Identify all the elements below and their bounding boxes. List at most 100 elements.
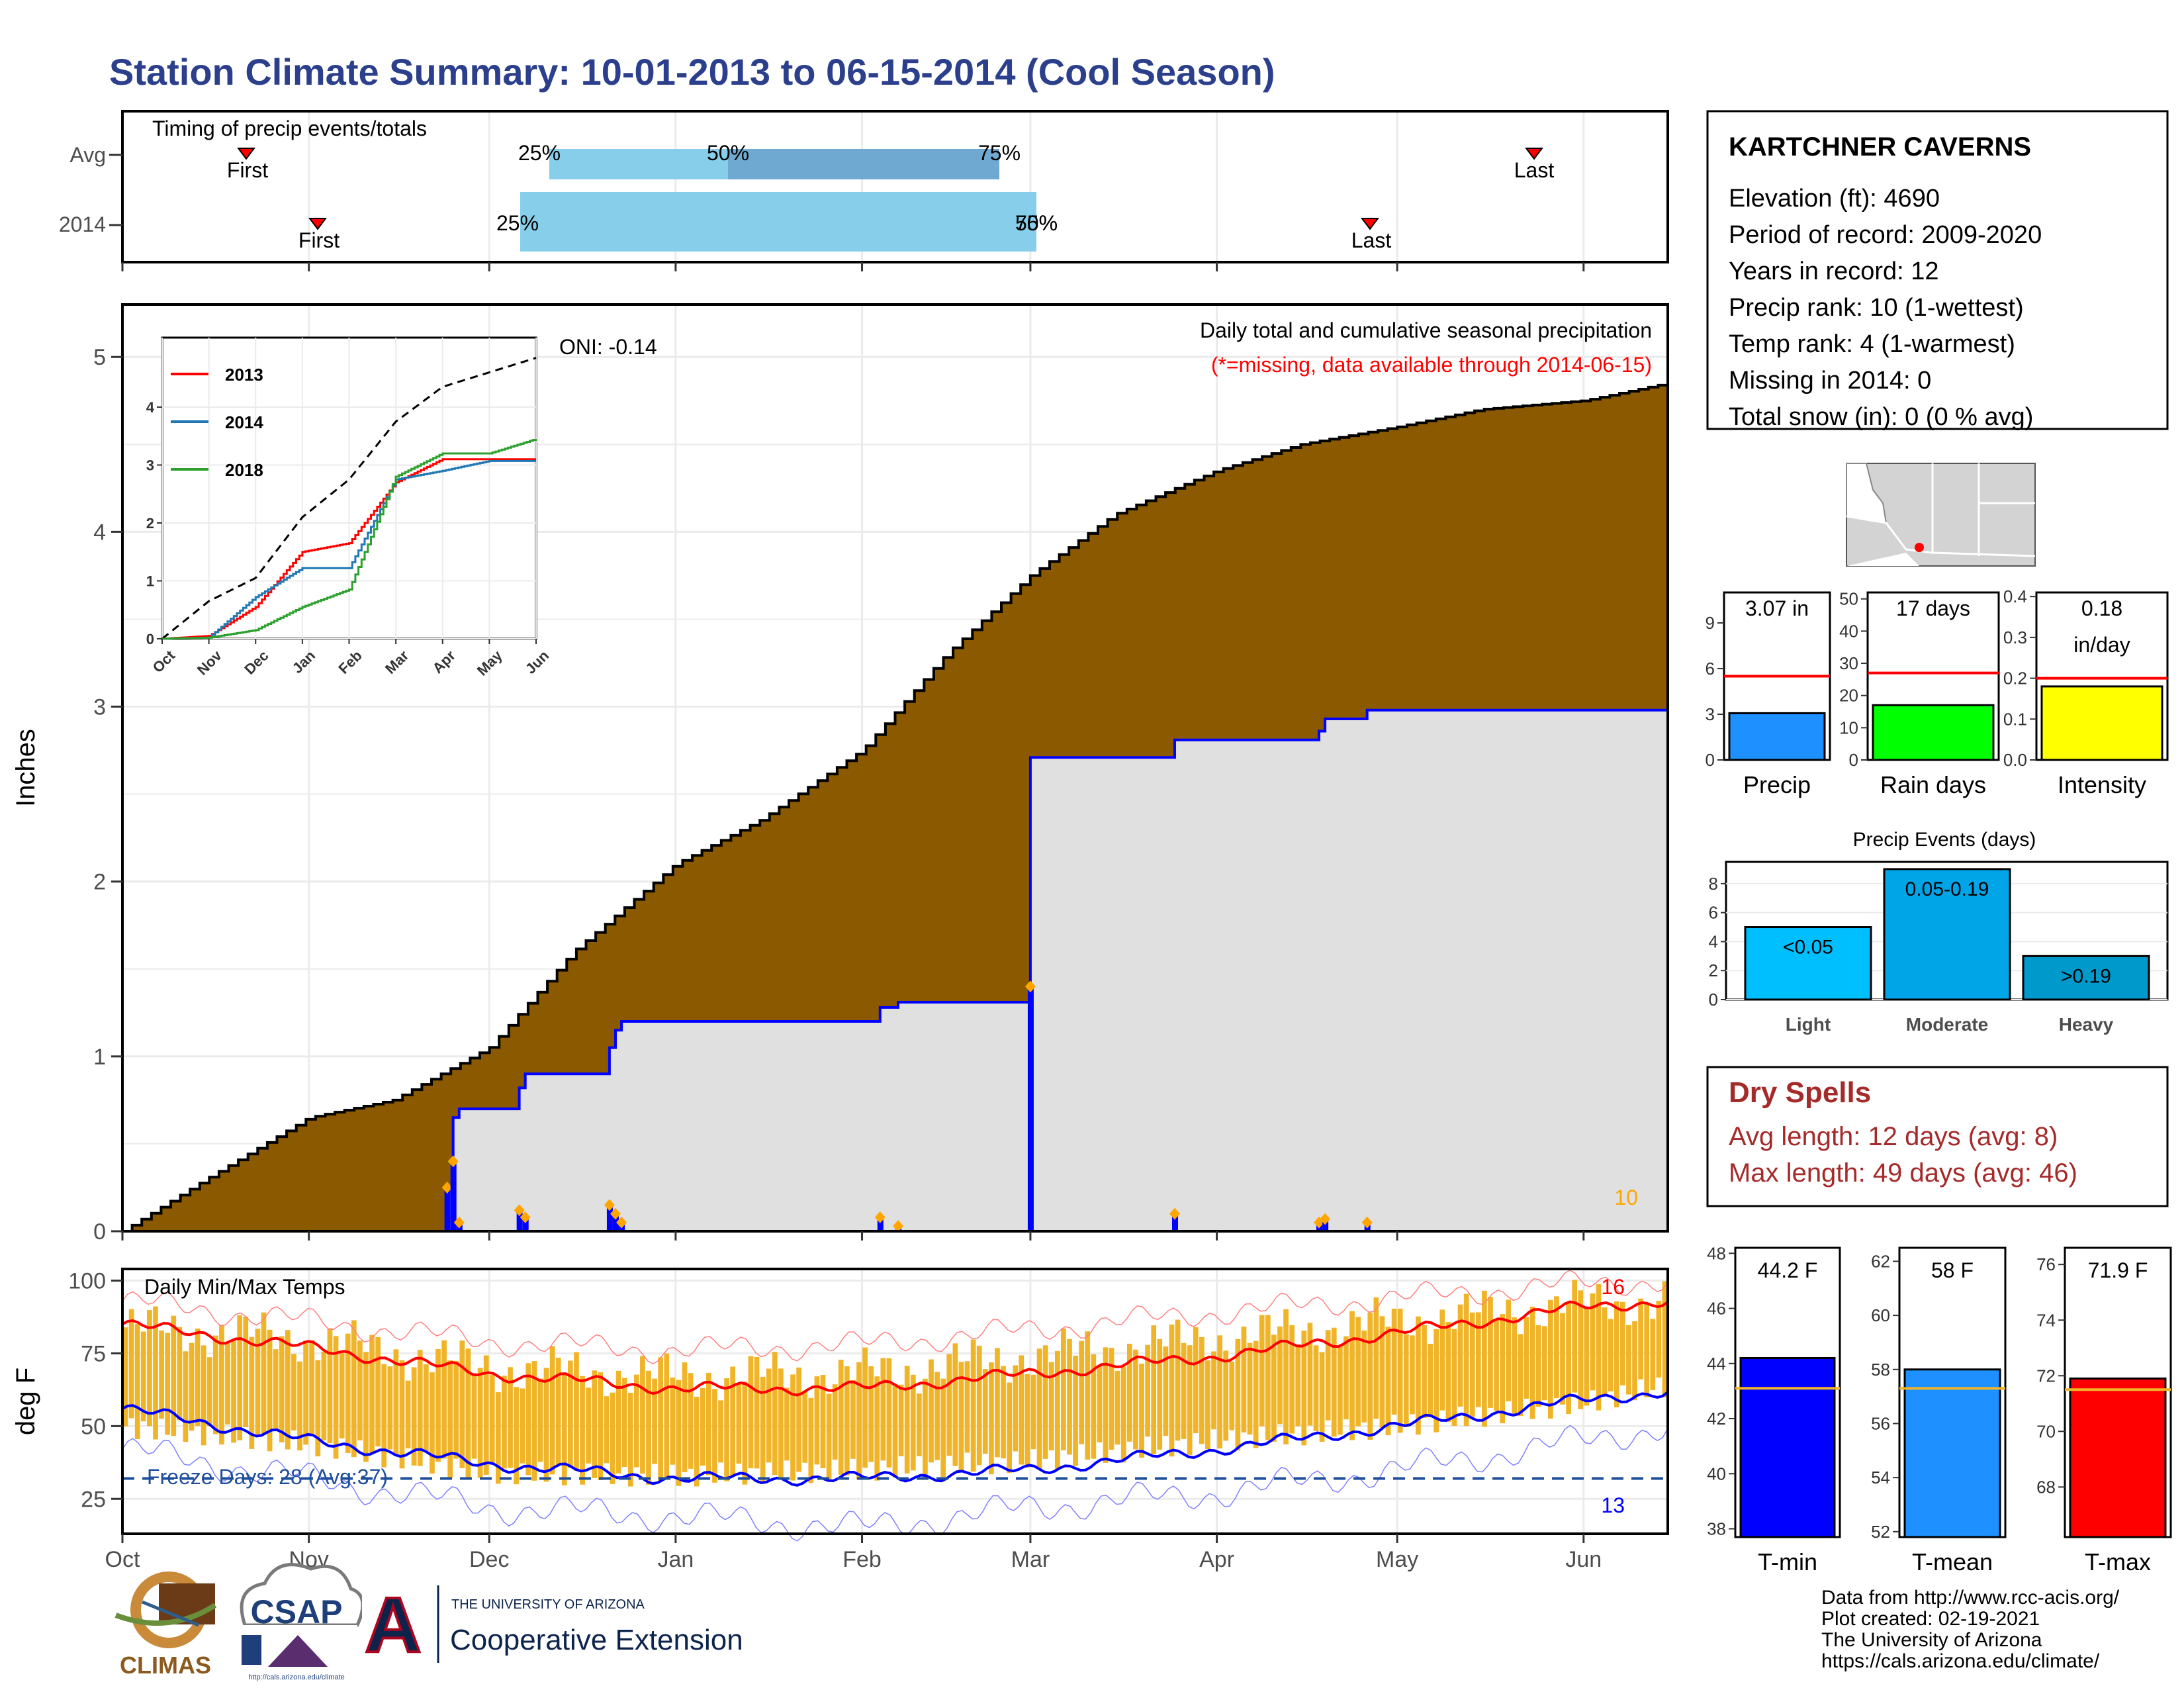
station-snow: Total snow (in): 0 (0 % avg) (1729, 403, 2033, 431)
daily-temp-bar (502, 1376, 507, 1469)
daily-temp-bar (291, 1354, 296, 1431)
daily-precip-bar (1322, 1219, 1329, 1231)
daily-temp-bar (1253, 1340, 1259, 1448)
daily-temp-bar (748, 1356, 754, 1469)
daily-temp-bar (1662, 1281, 1668, 1397)
precip-ylabel: Inches (11, 729, 40, 807)
daily-temp-bar (790, 1374, 796, 1481)
mini-bar-value: 0.18 (2081, 596, 2122, 620)
source-line-2: Plot created: 02-19-2021 (1821, 1608, 2040, 1630)
daily-temp-bar (736, 1383, 742, 1464)
daily-temp-bar (315, 1360, 321, 1457)
daily-precip-marker (441, 1181, 453, 1194)
daily-temp-bar (658, 1357, 664, 1481)
daily-temp-bar (814, 1376, 820, 1465)
event-bar-label: >0.19 (2061, 965, 2111, 987)
daily-temp-bar (1187, 1345, 1193, 1455)
daily-temp-bar (1590, 1293, 1596, 1391)
daily-temp-bar (904, 1366, 910, 1474)
daily-temp-bar (237, 1315, 243, 1440)
daily-temp-bar (604, 1396, 610, 1464)
daily-temp-bar (766, 1368, 772, 1463)
timing-panel-label: Timing of precip events/totals (152, 117, 427, 140)
precip-ytick-label: 2 (93, 870, 106, 895)
daily-temp-bar (1457, 1304, 1463, 1407)
daily-temp-bar (1626, 1325, 1631, 1395)
source-line-3: The University of Arizona (1821, 1629, 2042, 1651)
mini-bar-ytick-label: 20 (1839, 686, 1858, 706)
daily-temp-bar (531, 1361, 537, 1481)
daily-temp-bar (495, 1392, 501, 1484)
daily-temp-bar (705, 1372, 711, 1476)
daily-temp-bar (1397, 1308, 1403, 1433)
temp-bar-ytick-label: 44 (1707, 1354, 1726, 1374)
daily-temp-bar (1295, 1344, 1301, 1427)
daily-temp-bar (537, 1378, 543, 1462)
daily-temp-bar (898, 1384, 904, 1456)
daily-temp-bar (1289, 1325, 1295, 1434)
precip-ytick-label: 1 (93, 1045, 106, 1070)
daily-temp-bar (351, 1320, 357, 1458)
mini-bar-ytick-label: 0 (1706, 750, 1715, 770)
daily-temp-bar (778, 1368, 784, 1479)
daily-temp-bar (249, 1336, 255, 1449)
legend-2018: 2018 (225, 460, 263, 480)
station-period: Period of record: 2009-2020 (1729, 221, 2042, 249)
daily-temp-bar (1482, 1290, 1487, 1427)
daily-temp-bar (483, 1355, 489, 1475)
pct75-avg: 75% (978, 141, 1021, 165)
event-bar-moderate (1883, 868, 2011, 1001)
daily-temp-bar (1379, 1316, 1385, 1428)
daily-temp-bar (1283, 1309, 1289, 1445)
mini-bar-ytick-label: 0.3 (2003, 628, 2027, 647)
temp-bar-t-mean (1903, 1368, 2001, 1538)
station-years: Years in record: 12 (1729, 258, 1939, 285)
station-precip-rank: Precip rank: 10 (1-wettest) (1729, 294, 2024, 322)
daily-temp-bar (1193, 1327, 1199, 1434)
daily-temp-bar (1584, 1307, 1590, 1406)
temp-panel-frame (121, 1268, 1669, 1535)
daily-temp-bar (1488, 1297, 1493, 1408)
university-of-arizona-logo: A THE UNIVERSITY OF ARIZONA Cooperative … (362, 1580, 743, 1670)
timing-pct-bar-avg-right (728, 149, 999, 179)
daily-temp-bar (471, 1373, 477, 1459)
daily-temp-bar (1500, 1314, 1506, 1424)
daily-temp-bar (670, 1377, 676, 1465)
temp-line-avg-max (122, 1300, 1669, 1397)
oni-label: ONI: -0.14 (559, 335, 657, 359)
daily-temp-bar (441, 1340, 447, 1459)
daily-temp-bar (1013, 1365, 1019, 1452)
station-missing: Missing in 2014: 0 (1729, 367, 1931, 395)
daily-temp-bar (995, 1348, 1000, 1458)
daily-temp-bar (171, 1315, 177, 1436)
daily-temp-bar (976, 1345, 982, 1466)
daily-temp-bar (652, 1378, 657, 1464)
daily-temp-bar (147, 1310, 152, 1427)
daily-temp-bar (159, 1330, 164, 1419)
daily-temp-bar (886, 1358, 892, 1468)
daily-temp-bar (1079, 1340, 1085, 1444)
daily-temp-bar (868, 1366, 874, 1462)
page-title: Station Climate Summary: 10-01-2013 to 0… (109, 51, 1275, 93)
daily-temp-bar (1554, 1296, 1559, 1399)
daily-temp-bar (1271, 1335, 1277, 1442)
daily-temp-bar (225, 1342, 230, 1425)
daily-temp-bar (261, 1312, 267, 1434)
daily-precip-marker (610, 1207, 621, 1220)
daily-temp-bar (1566, 1302, 1571, 1415)
daily-temp-bar (1644, 1304, 1650, 1397)
daily-precip-marker (604, 1199, 615, 1211)
inset-legend: 2013 2014 2018 (171, 365, 263, 480)
daily-temp-bar (862, 1347, 868, 1468)
dry-spells-avg: Avg length: 12 days (avg: 8) (1729, 1122, 2058, 1151)
daily-temp-bar (453, 1360, 459, 1459)
daily-temp-bar (1151, 1325, 1157, 1454)
events-title: Precip Events (days) (1853, 829, 2036, 851)
inset-ytick-label: 1 (146, 573, 154, 590)
precip-panel: 0 1 2 3 4 5 Inches ONI: -0.14 Daily total and… (11, 303, 1669, 1244)
temp-bar-ytick-label: 72 (2036, 1366, 2056, 1385)
daily-temp-bar (1145, 1344, 1150, 1437)
temp-bar-ytick-label: 40 (1707, 1464, 1726, 1483)
daily-temp-bar (1259, 1315, 1265, 1427)
precip-ytick-label: 3 (93, 695, 106, 720)
